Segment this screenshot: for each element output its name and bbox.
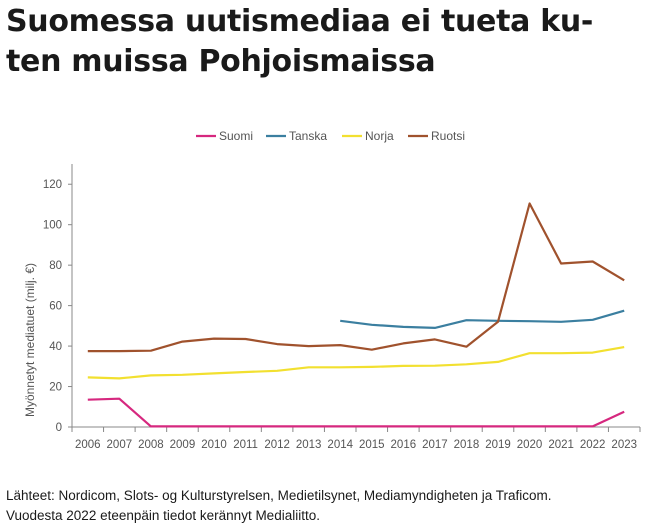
legend-label: Suomi [219,129,253,143]
series-line-tanska [340,309,625,329]
x-tick-label: 2007 [107,439,133,451]
source-line-1: Lähteet: Nordicom, Slots- og Kulturstyre… [6,488,552,503]
x-tick-label: 2009 [170,439,196,451]
x-tick-label: 2022 [580,439,606,451]
series-line-suomi [87,397,625,428]
y-tick-labels: 0 20 40 60 80 100 120 [43,179,72,434]
legend-label: Norja [365,129,394,143]
title-line-1: Suomessa uutismediaa ei tueta ku- [6,4,594,39]
series-line-norja [87,346,625,380]
legend-item-suomi: Suomi [196,129,253,143]
x-tick-label: 2006 [75,439,101,451]
x-tick-label: 2021 [548,439,574,451]
line-chart: Suomi Tanska Norja Ruotsi Myönnetyt mediatu… [23,129,641,451]
y-tick-label: 0 [56,422,62,434]
legend-item-ruotsi: Ruotsi [408,129,465,143]
x-tick-label: 2019 [485,439,511,451]
y-tick-label: 120 [43,179,62,191]
legend-label: Tanska [289,129,327,143]
y-tick-label: 40 [49,341,62,353]
x-tick-labels: 2006 2007 2008 2009 2010 2011 2012 2013 2014 2015… [75,439,637,451]
y-tick-label: 20 [49,382,62,394]
y-tick-label: 60 [49,301,62,313]
legend-item-norja: Norja [342,129,394,143]
x-tick-label: 2010 [201,439,227,451]
page-title: Suomessa uutismediaa ei tueta ku- ten mu… [6,2,646,82]
y-tick-label: 80 [49,260,62,272]
source-line-2: Vuodesta 2022 eteenpäin tiedot kerännyt … [6,508,320,523]
x-tick-label: 2016 [391,439,417,451]
axes [71,164,641,432]
legend-item-tanska: Tanska [266,129,327,143]
x-tick-label: 2013 [296,439,322,451]
x-tick-label: 2008 [138,439,164,451]
x-tick-label: 2017 [422,439,448,451]
series-line-ruotsi [87,202,625,353]
x-tick-label: 2018 [454,439,480,451]
x-tick-label: 2015 [359,439,385,451]
series-lines [87,202,625,428]
y-tick-label: 100 [43,220,62,232]
legend: Suomi Tanska Norja Ruotsi [196,129,465,143]
y-axis-title: Myönnetyt mediatuet (milj. €) [23,263,37,417]
legend-label: Ruotsi [431,129,465,143]
x-tick-label: 2011 [233,439,258,451]
x-tick-label: 2020 [517,439,543,451]
source-note: Lähteet: Nordicom, Slots- og Kulturstyre… [6,486,646,526]
x-tick-label: 2023 [611,439,637,451]
x-tick-label: 2012 [264,439,290,451]
title-line-2: ten muissa Pohjoismaissa [6,44,436,79]
x-tick-label: 2014 [327,439,353,451]
